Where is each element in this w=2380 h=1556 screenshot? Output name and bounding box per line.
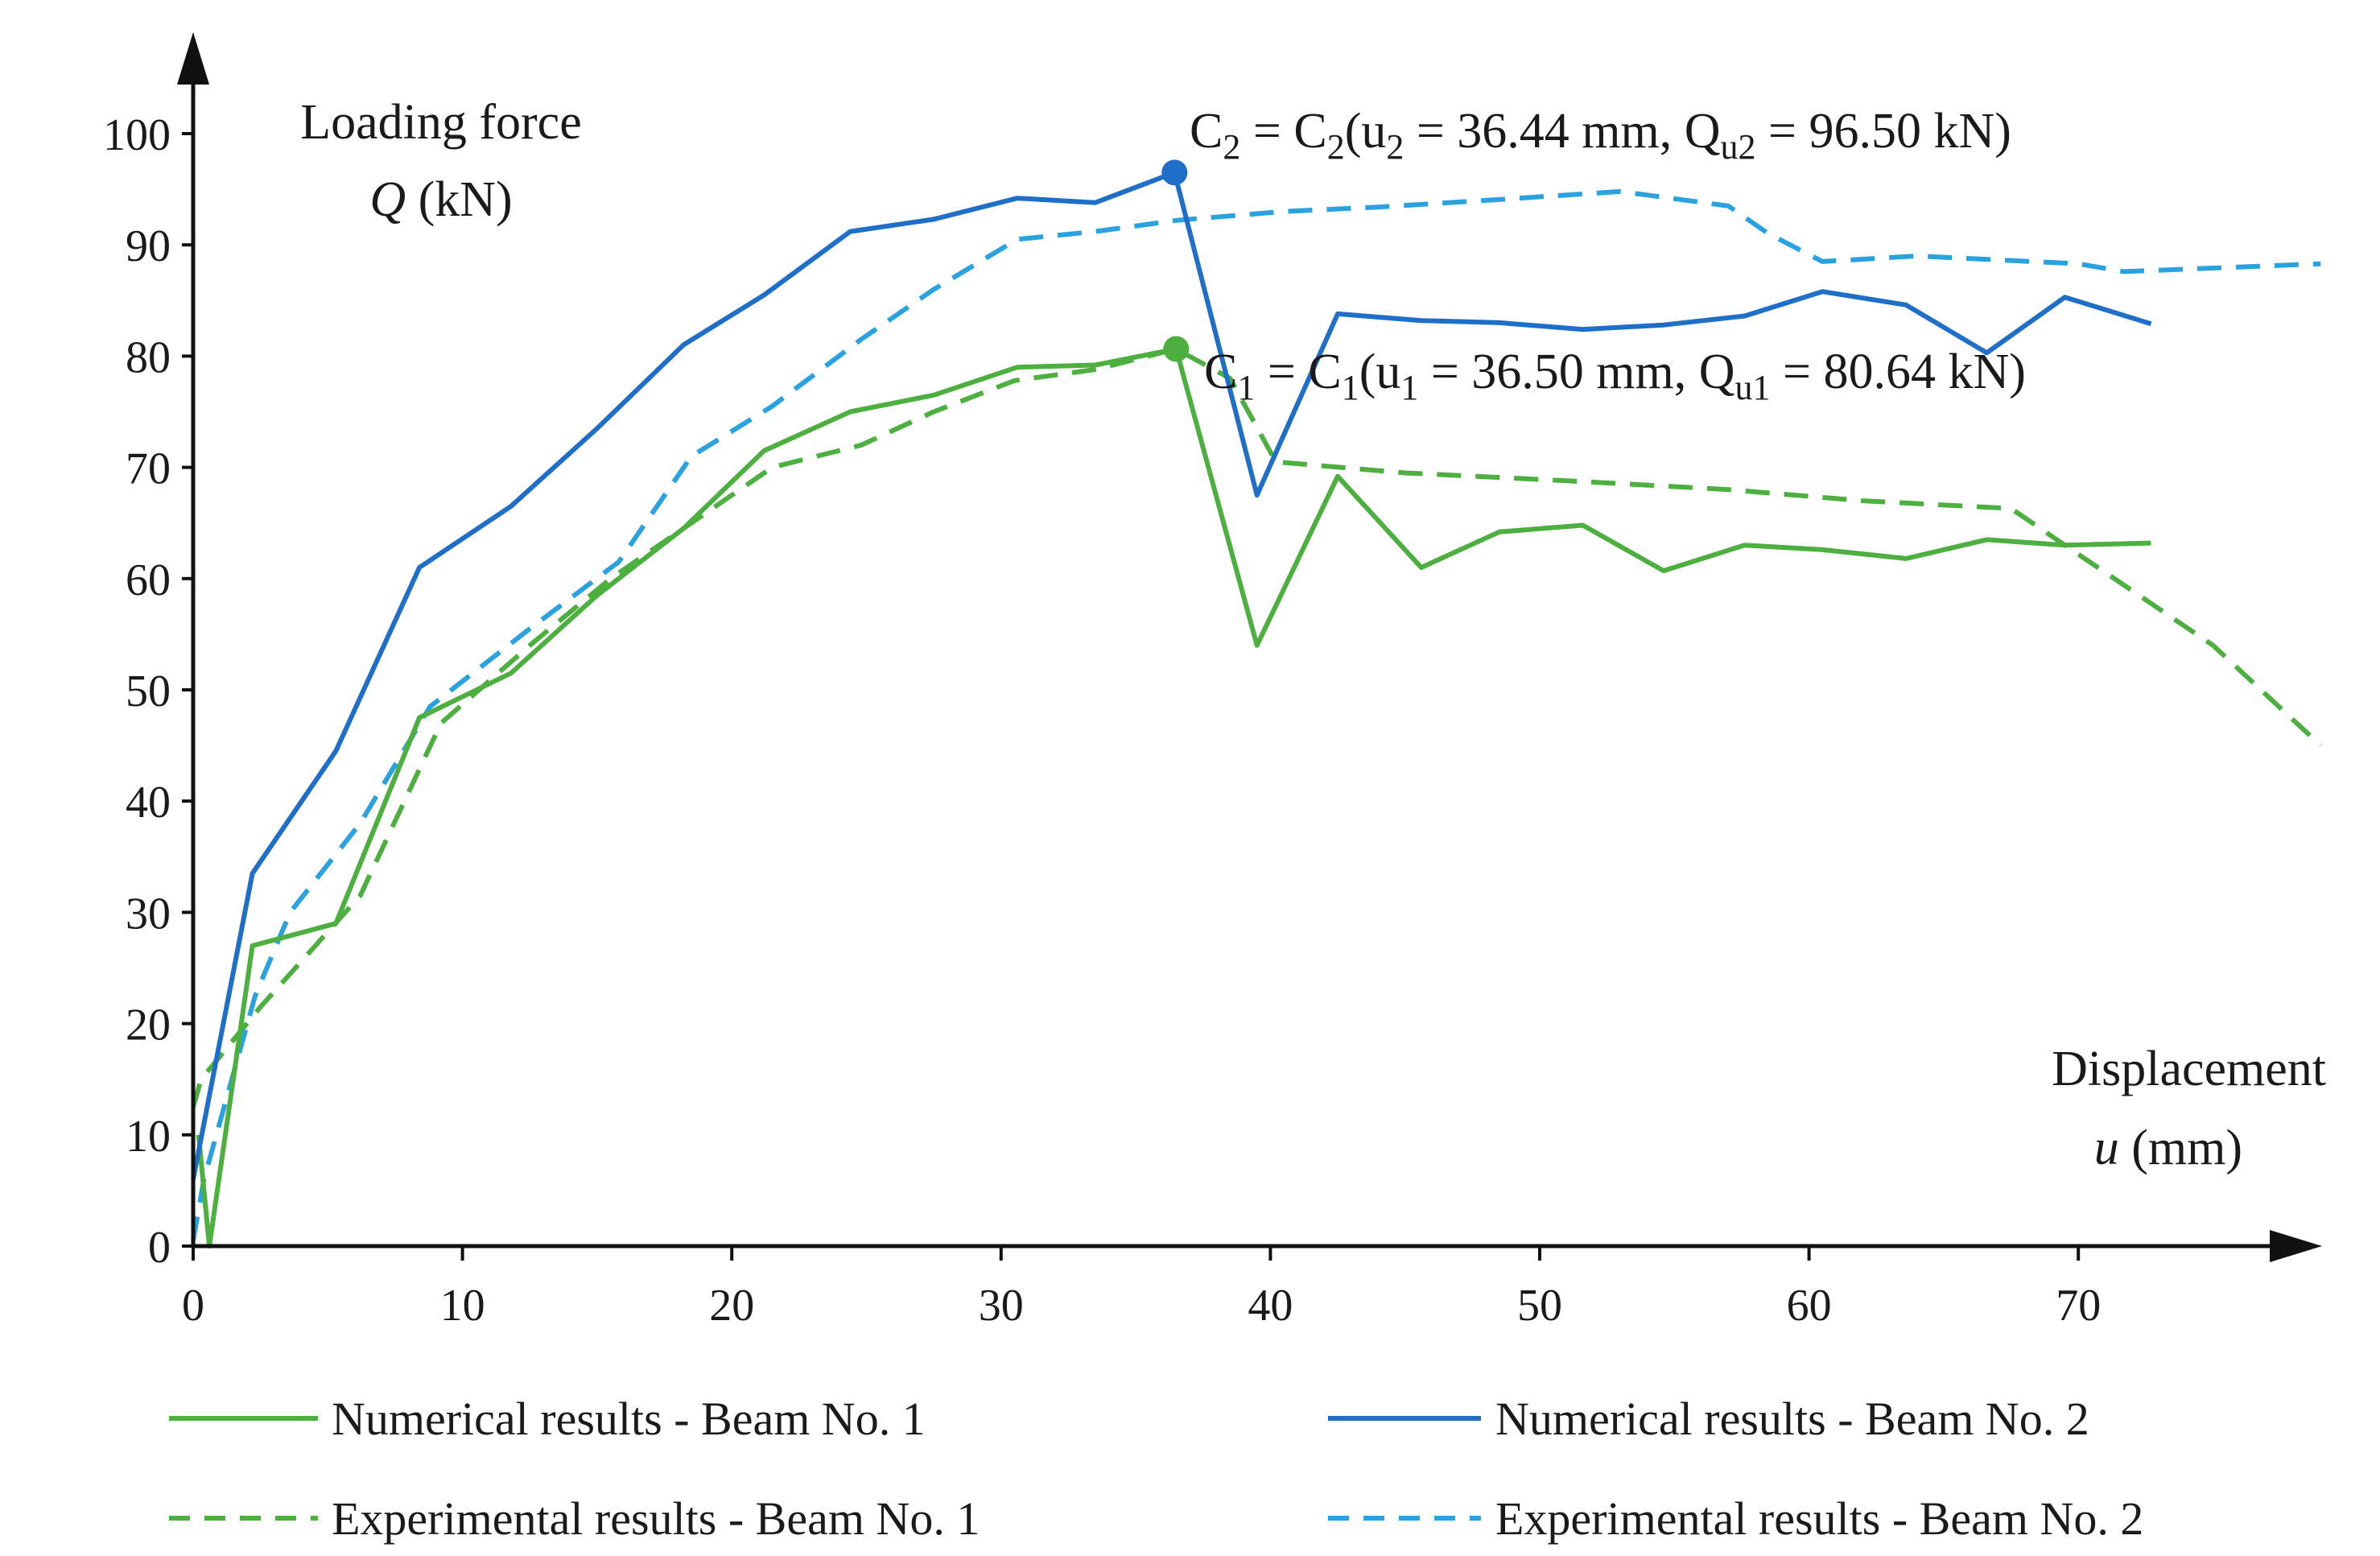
peak-marker-numerical-results-beam-no-1	[1163, 336, 1190, 362]
y-axis-symbol: Q	[369, 172, 406, 227]
y-tick-label: 40	[126, 778, 171, 828]
legend-label-experimental-beam-1: Experimental results - Beam No. 1	[332, 1492, 980, 1545]
series-line-experimental-results-beam-no-1	[191, 346, 2323, 1108]
y-tick-label: 60	[126, 555, 171, 605]
marker-layer	[1161, 159, 1190, 362]
y-axis-unit-line: Q (kN)	[369, 172, 512, 227]
y-tick-label: 30	[126, 889, 171, 939]
x-axis-unit-line: u (mm)	[2094, 1121, 2242, 1175]
y-tick-label: 90	[126, 221, 171, 271]
y-axis-unit: (kN)	[406, 172, 513, 227]
x-tick-label: 50	[1517, 1281, 1562, 1331]
y-tick-label: 100	[103, 110, 171, 160]
series-line-numerical-results-beam-no-1	[196, 346, 2151, 1249]
x-tick-label: 30	[979, 1281, 1024, 1331]
x-tick-label: 0	[182, 1281, 204, 1331]
legend-label-numerical-beam-1: Numerical results - Beam No. 1	[332, 1393, 926, 1445]
x-tick-label: 40	[1248, 1281, 1293, 1331]
y-tick-label: 0	[148, 1223, 171, 1273]
x-tick-label: 60	[1787, 1281, 1832, 1331]
x-axis-unit: (mm)	[2119, 1121, 2242, 1175]
annotation-c1: C1 = C1(u1 = 36.50 mm, Qu1 = 80.64 kN)	[1204, 345, 2026, 407]
y-tick-label: 70	[126, 444, 171, 494]
tick-layer: 0 10 20 30 40 50 60 70 0 10 20 30 40 50 60 70 80 90 100	[103, 110, 2101, 1331]
y-axis-arrowhead	[177, 32, 209, 85]
x-axis-symbol: u	[2094, 1121, 2119, 1175]
annotation-c2: C2 = C2(u2 = 36.44 mm, Qu2 = 96.50 kN)	[1190, 104, 2011, 167]
y-axis-title: Loading force	[300, 95, 581, 150]
legend-label-experimental-beam-2: Experimental results - Beam No. 2	[1495, 1492, 2143, 1545]
x-tick-label: 70	[2056, 1281, 2101, 1331]
x-axis-arrowhead	[2270, 1230, 2322, 1262]
x-tick-label: 20	[709, 1281, 754, 1331]
series-line-experimental-results-beam-no-2	[191, 188, 2321, 1241]
legend-label-numerical-beam-2: Numerical results - Beam No. 2	[1495, 1393, 2089, 1445]
y-tick-label: 10	[126, 1112, 171, 1162]
peak-marker-numerical-results-beam-no-2	[1161, 159, 1188, 186]
y-tick-label: 20	[126, 1001, 171, 1050]
series-layer	[191, 170, 2323, 1249]
y-tick-label: 80	[126, 332, 171, 382]
y-tick-label: 50	[126, 667, 171, 716]
series-line-numerical-results-beam-no-2	[191, 170, 2152, 1180]
x-axis-title: Displacement	[2052, 1042, 2326, 1096]
legend: Numerical results - Beam No. 1 Numerical…	[169, 1393, 2143, 1545]
x-tick-label: 10	[440, 1281, 485, 1331]
